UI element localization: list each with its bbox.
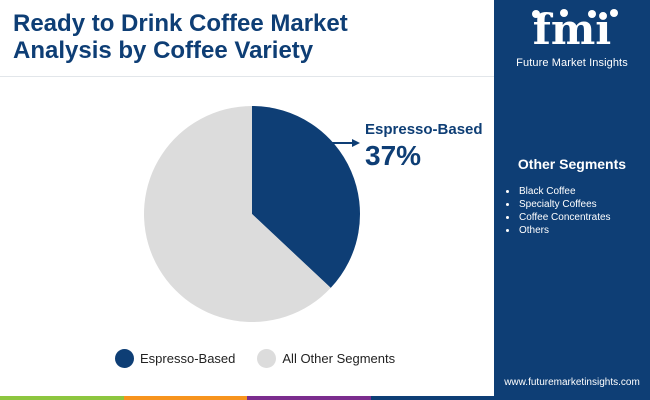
pie-slice-all-other-segments	[143, 106, 331, 322]
fmi-logo-icon: fmi	[532, 8, 618, 48]
bullet-icon	[506, 203, 509, 206]
list-item: Black Coffee	[503, 185, 611, 198]
title-line-2: Analysis by Coffee Variety	[13, 37, 314, 64]
title-line-1: Ready to Drink Coffee Market	[13, 10, 348, 37]
segment-label: Coffee Concentrates	[519, 212, 611, 223]
list-item: Coffee Concentrates	[503, 211, 611, 224]
bottom-bar-blue	[370, 396, 494, 400]
segment-label: Black Coffee	[519, 186, 576, 197]
svg-text:fmi: fmi	[533, 8, 611, 48]
bullet-icon	[506, 216, 509, 219]
callout-label: Espresso-Based	[365, 121, 483, 138]
list-item: Specialty Coffees	[503, 198, 611, 211]
logo-caption: Future Market Insights	[516, 57, 628, 69]
pie-slices	[143, 106, 360, 322]
legend-swatch-other	[257, 348, 277, 368]
other-segments-list: Black Coffee Specialty Coffees Coffee Co…	[503, 185, 611, 237]
other-segments-title: Other Segments	[517, 156, 627, 172]
segment-label: Others	[519, 225, 550, 236]
title-divider	[0, 76, 494, 77]
legend: Espresso-Based All Other Segments	[115, 346, 417, 370]
title-area: Ready to Drink Coffee Market Analysis by…	[0, 0, 494, 76]
page-title: Ready to Drink Coffee Market Analysis by…	[13, 10, 483, 64]
segment-label: Specialty Coffees	[519, 199, 597, 210]
callout-value: 37%	[365, 140, 422, 171]
legend-swatch-espresso	[115, 348, 134, 368]
bullet-icon	[506, 190, 509, 193]
legend-item-other: All Other Segments	[257, 348, 396, 368]
legend-label-espresso: Espresso-Based	[140, 350, 236, 366]
website-link[interactable]: www.futuremarketinsights.com	[504, 377, 640, 388]
logo: fmi Future Market Insights	[494, 0, 650, 76]
list-item: Others	[503, 224, 611, 237]
pie-slice-espresso-based	[252, 106, 360, 288]
legend-label-other: All Other Segments	[282, 350, 396, 366]
bottom-color-bar	[0, 396, 494, 400]
bottom-bar-purple	[247, 396, 371, 400]
bullet-icon	[506, 229, 509, 232]
callout-arrow	[330, 139, 360, 147]
side-panel: fmi Future Market Insights Other Segment…	[494, 0, 650, 400]
bottom-bar-orange	[123, 396, 247, 400]
pie-chart	[143, 106, 360, 322]
bottom-bar-green	[0, 396, 124, 400]
legend-item-espresso: Espresso-Based	[115, 348, 236, 368]
